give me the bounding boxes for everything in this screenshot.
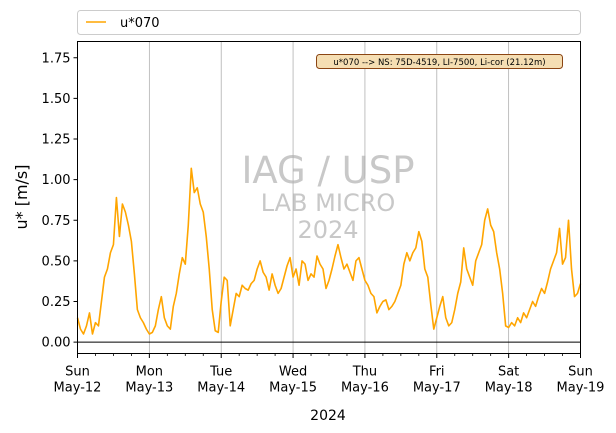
y-tick-label: 0.75 [42, 214, 71, 229]
x-tick-day: Sat [498, 365, 519, 380]
x-tick-date: May-14 [197, 381, 245, 396]
x-tick-date: May-17 [413, 381, 461, 396]
legend-box [77, 10, 581, 35]
y-tick-label: 1.75 [42, 51, 71, 66]
watermark-line1: IAG / USP [241, 149, 414, 192]
watermark: IAG / USP LAB MICRO 2024 [241, 149, 414, 244]
annotation: u*070 --> NS: 75D-4519, LI-7500, Li-cor … [316, 54, 563, 69]
x-tick-date: May-16 [341, 381, 389, 396]
y-tick-label: 1.25 [42, 133, 71, 148]
series-line-u070 [76, 167, 582, 335]
legend-label: u*070 [120, 16, 160, 31]
y-tick-label: 1.50 [42, 92, 71, 107]
x-tick-day: Sun [65, 365, 90, 380]
y-tick-label: 1.00 [42, 173, 71, 188]
legend: u*070 [77, 10, 581, 35]
x-tick-day: Mon [136, 365, 163, 380]
watermark-line2: LAB MICRO [261, 189, 396, 217]
x-tick-day: Sun [568, 365, 593, 380]
y-tick-label: 0.25 [42, 295, 71, 310]
x-tick-day: Thu [352, 365, 377, 380]
x-tick-date: May-19 [557, 381, 605, 396]
x-tick-date: May-18 [485, 381, 533, 396]
x-tick-date: May-15 [269, 381, 317, 396]
y-tick-label: 0.00 [42, 336, 71, 351]
y-tick-label: 0.50 [42, 254, 71, 269]
vertical-gridlines [148, 41, 510, 354]
x-tick-day: Tue [209, 365, 232, 380]
x-axis: SunMay-12MonMay-13TueMay-14WedMay-15ThuM… [54, 353, 605, 396]
x-tick-date: May-12 [54, 381, 102, 396]
watermark-line3: 2024 [297, 216, 358, 244]
y-axis: 0.00 0.25 0.50 0.75 1.00 1.25 1.50 1.75 [42, 51, 78, 351]
x-axis-label: 2024 [310, 408, 346, 424]
x-tick-day: Fri [429, 365, 445, 380]
annotation-text: u*070 --> NS: 75D-4519, LI-7500, Li-cor … [333, 58, 545, 68]
y-axis-label: u* [m/s] [12, 164, 31, 229]
x-tick-date: May-13 [125, 381, 173, 396]
annotation-box [316, 54, 563, 69]
x-tick-day: Wed [279, 365, 307, 380]
